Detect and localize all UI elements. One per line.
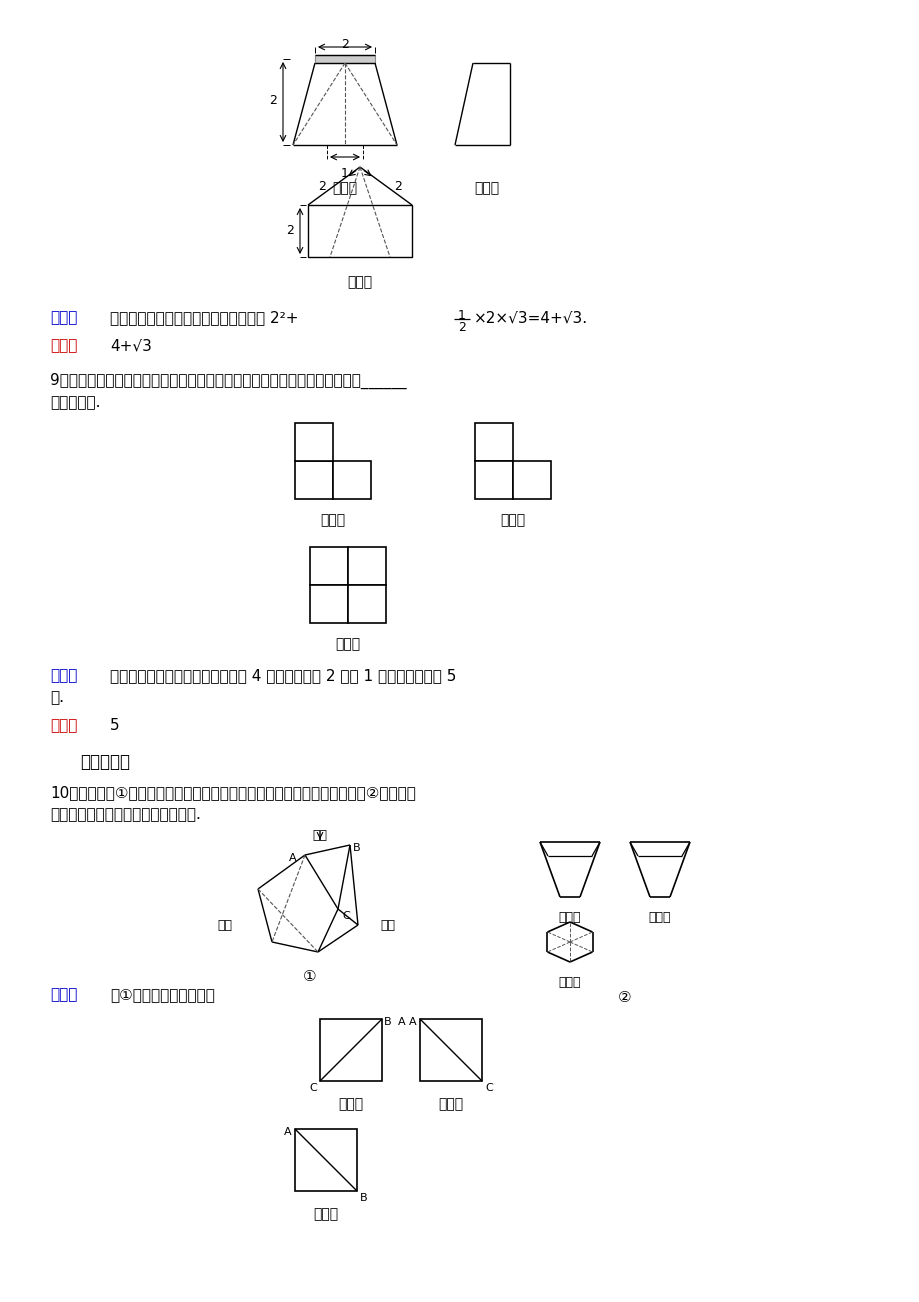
Text: 侧视图: 侧视图	[438, 1098, 463, 1111]
Text: 俯视图: 俯视图	[558, 976, 581, 990]
Text: 答案：: 答案：	[50, 717, 77, 733]
Text: 俯视图: 俯视图	[335, 637, 360, 651]
Text: 2: 2	[286, 224, 293, 237]
Text: 俯视图: 俯视图	[313, 1207, 338, 1221]
Text: ②: ②	[618, 990, 631, 1005]
Text: 正视图: 正视图	[338, 1098, 363, 1111]
Text: 10．已知：图①是截去一个角的长方体，试按图示的方向面出其三视图；图②是某几何: 10．已知：图①是截去一个角的长方体，试按图示的方向面出其三视图；图②是某几何	[50, 785, 415, 799]
Text: 解析：: 解析：	[50, 987, 77, 1003]
Text: 4+√3: 4+√3	[110, 339, 152, 353]
Bar	[474, 423, 513, 461]
Text: 正视: 正视	[380, 919, 395, 932]
Text: 正视图: 正视图	[558, 911, 581, 924]
Text: A: A	[409, 1017, 416, 1027]
Text: B: B	[359, 1193, 368, 1203]
Bar	[333, 461, 370, 499]
Text: A: A	[398, 1017, 405, 1027]
Text: 侧视图: 侧视图	[648, 911, 671, 924]
Text: 9．如图是由大小相同的长方体木块堆成的几何体的三视图，则此几何体共由______: 9．如图是由大小相同的长方体木块堆成的几何体的三视图，则此几何体共由______	[50, 372, 406, 389]
Text: 正视图: 正视图	[332, 181, 357, 195]
Text: 1: 1	[458, 309, 465, 322]
Text: 2: 2	[318, 181, 325, 194]
Text: 侧视图: 侧视图	[500, 513, 525, 527]
Text: ①: ①	[303, 969, 316, 984]
Text: C: C	[484, 1083, 493, 1092]
Text: 体的三视图，试说明该几何体的构成.: 体的三视图，试说明该几何体的构成.	[50, 807, 200, 822]
Text: 图①几何体的三视图为：: 图①几何体的三视图为：	[110, 987, 215, 1003]
Bar	[308, 204, 412, 256]
Text: 2: 2	[393, 181, 402, 194]
Text: 正视图: 正视图	[320, 513, 346, 527]
Bar	[295, 461, 333, 499]
Text: 侧视: 侧视	[217, 919, 233, 932]
Bar	[310, 547, 347, 585]
Text: 解析：: 解析：	[50, 668, 77, 684]
Text: 2: 2	[458, 322, 465, 335]
Bar	[295, 1129, 357, 1191]
Bar	[513, 461, 550, 499]
Text: 依题意得，几何体的侧视图的面积等于 2²+: 依题意得，几何体的侧视图的面积等于 2²+	[110, 310, 298, 326]
Bar	[310, 585, 347, 622]
Text: 根据题意可知，几何体的最底层有 4 块长方体，第 2 层有 1 块长方体，一共 5: 根据题意可知，几何体的最底层有 4 块长方体，第 2 层有 1 块长方体，一共 …	[110, 668, 456, 684]
Text: A: A	[289, 853, 297, 863]
Bar	[474, 461, 513, 499]
Bar	[314, 55, 375, 62]
Text: C: C	[309, 1083, 317, 1092]
Bar	[347, 547, 386, 585]
Text: 1: 1	[341, 167, 348, 180]
Bar	[295, 423, 333, 461]
Text: 答案：: 答案：	[50, 339, 77, 353]
Text: B: B	[353, 842, 360, 853]
Text: 2: 2	[268, 94, 277, 107]
Text: B: B	[383, 1017, 391, 1027]
Text: 侧视图: 侧视图	[474, 181, 499, 195]
Text: 块木块堆成.: 块木块堆成.	[50, 395, 100, 410]
Text: 5: 5	[110, 717, 119, 733]
Text: A: A	[284, 1128, 291, 1137]
Text: 2: 2	[341, 38, 348, 51]
Text: C: C	[342, 911, 349, 921]
Bar	[420, 1019, 482, 1081]
Text: 俯视: 俯视	[312, 829, 327, 842]
Text: 俯视图: 俯视图	[347, 275, 372, 289]
Text: 三、解答题: 三、解答题	[80, 753, 130, 771]
Text: 解析：: 解析：	[50, 310, 77, 326]
Bar	[347, 585, 386, 622]
Text: ×2×√3=4+√3.: ×2×√3=4+√3.	[473, 310, 587, 326]
Text: 块.: 块.	[50, 690, 64, 704]
Bar	[320, 1019, 381, 1081]
